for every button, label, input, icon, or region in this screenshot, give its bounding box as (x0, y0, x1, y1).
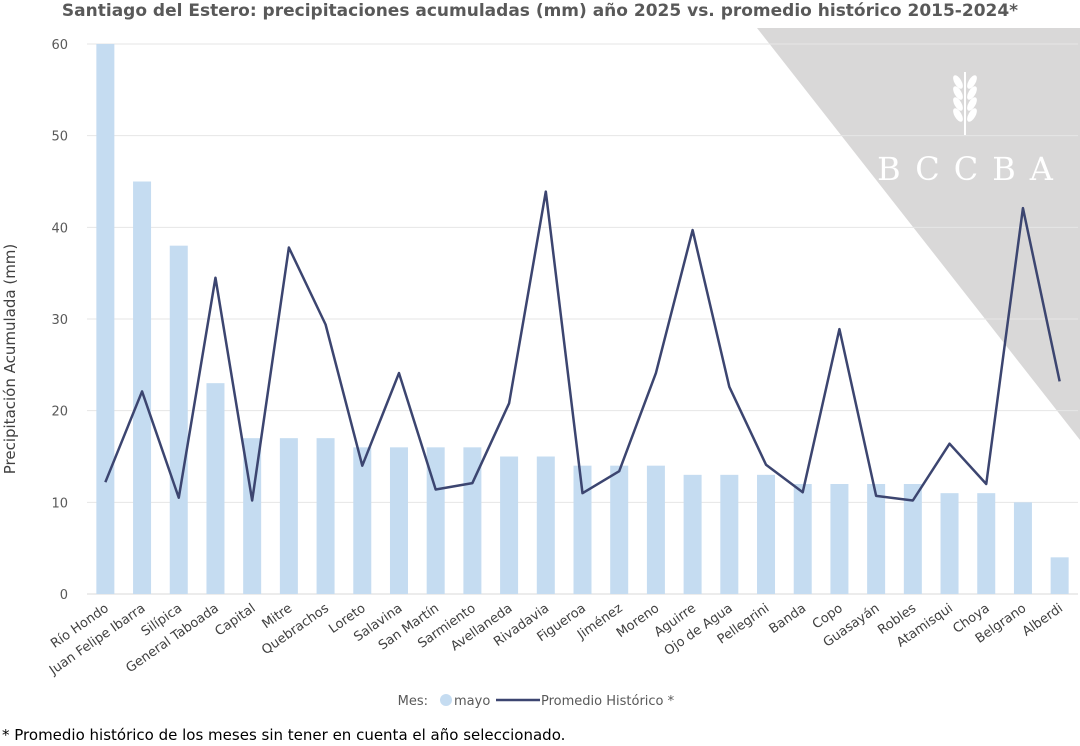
bar-Silípica (169, 245, 188, 594)
bar-Belgrano (1013, 502, 1032, 594)
y-tick-label: 0 (60, 588, 68, 603)
bar-Juan Felipe Ibarra (133, 181, 152, 594)
bar-Loreto (353, 447, 372, 594)
y-tick-label: 50 (51, 130, 68, 145)
bar-General Taboada (206, 383, 225, 594)
x-tick-label: Banda (767, 601, 809, 637)
bar-Río Hondo (96, 44, 115, 594)
bar-Salavina (389, 447, 408, 594)
y-tick-label: 40 (51, 221, 68, 236)
bar-Aguirre (683, 474, 702, 594)
bar-Ojo de Agua (720, 474, 739, 594)
y-axis-label: Precipitación Acumulada (mm) (1, 244, 19, 475)
bar-Jiménez (610, 465, 629, 594)
bar-Rivadavia (536, 456, 555, 594)
bar-Moreno (646, 465, 665, 594)
y-tick-label: 30 (51, 313, 68, 328)
legend-label-mayo: mayo (454, 694, 490, 709)
bar-Pellegrini (757, 474, 776, 594)
legend-label-promedio: Promedio Histórico * (541, 694, 675, 709)
bar-Robles (903, 484, 922, 594)
bar-Figueroa (573, 465, 592, 594)
watermark-triangle (757, 28, 1080, 440)
bar-Alberdi (1050, 557, 1069, 594)
legend-marker-mayo (440, 694, 452, 706)
wheat-icon (953, 72, 977, 135)
y-tick-label: 60 (51, 38, 68, 53)
bar-Atamisqui (940, 493, 959, 594)
chart-title: Santiago del Estero: precipitaciones acu… (61, 1, 1019, 21)
bar-Choya (977, 493, 996, 594)
bar-Copo (830, 484, 849, 594)
bar-Guasayán (867, 484, 886, 594)
x-tick-label: Moreno (614, 601, 662, 641)
footnote: * Promedio histórico de los meses sin te… (2, 726, 566, 744)
x-tick-label: Capital (213, 601, 259, 639)
bar-Mitre (279, 438, 298, 594)
watermark-logo-text: BCCBA (877, 150, 1067, 188)
bar-Avellaneda (500, 456, 519, 594)
bar-San Martín (426, 447, 445, 594)
x-tick-label: Alberdi (1020, 601, 1066, 640)
y-tick-label: 10 (51, 496, 68, 511)
bar-Quebrachos (316, 438, 335, 594)
bar-Banda (793, 484, 812, 594)
y-tick-label: 20 (51, 405, 68, 420)
legend-title: Mes: (398, 694, 428, 709)
